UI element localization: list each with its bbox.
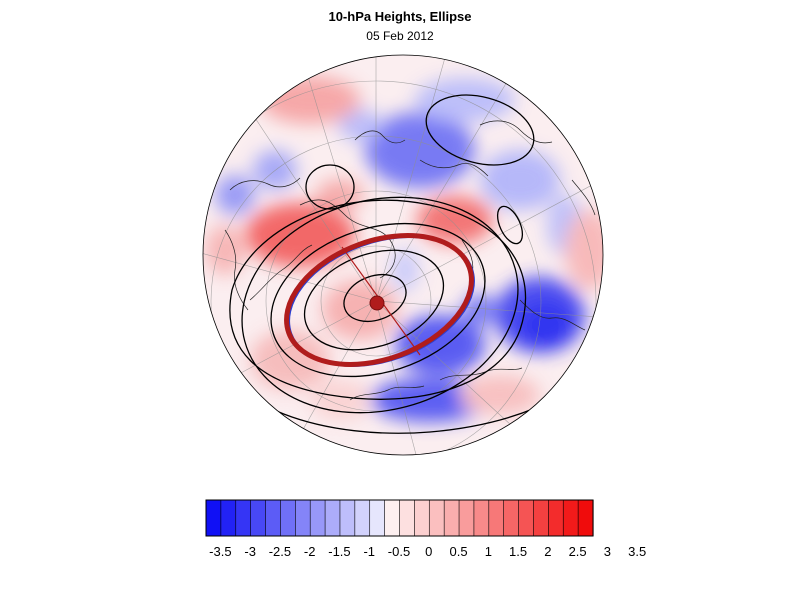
colorbar-swatch	[309, 499, 326, 537]
colorbar-swatch	[443, 499, 460, 537]
colorbar-swatch	[354, 499, 371, 537]
colorbar-tick-label: 1	[485, 544, 492, 559]
colorbar-swatch	[473, 499, 490, 537]
colorbar-tick-label: 3.5	[628, 544, 646, 559]
colorbar-tick-label: 2.5	[569, 544, 587, 559]
colorbar-swatch	[562, 499, 579, 537]
colorbar-swatch	[250, 499, 267, 537]
colorbar-tick-label: 0.5	[449, 544, 467, 559]
colorbar-swatch	[280, 499, 296, 537]
map-border	[202, 54, 604, 456]
colorbar-swatch	[428, 499, 445, 537]
colorbar-swatch	[488, 499, 505, 537]
colorbar-tick-label: -3	[244, 544, 256, 559]
colorbar-swatch	[220, 499, 237, 537]
colorbar-swatch	[324, 499, 341, 537]
colorbar-swatch	[369, 499, 386, 537]
colorbar-swatch	[265, 499, 282, 537]
chart-title: 10-hPa Heights, Ellipse	[328, 9, 472, 24]
colorbar-labels: -3.5 -3 -2.5 -2 -1.5 -1 -0.5 0 0.5 1 1.5 2 2.5 3 3.5	[209, 544, 646, 559]
colorbar-tick-label: -2	[304, 544, 316, 559]
colorbar-swatch	[205, 499, 222, 537]
colorbar-tick-label: -0.5	[388, 544, 410, 559]
colorbar-tick-label: -3.5	[209, 544, 231, 559]
colorbar-tick-label: -1	[363, 544, 375, 559]
colorbar-swatch	[518, 499, 535, 537]
colorbar-swatch	[384, 499, 401, 537]
colorbar-swatch	[399, 499, 415, 537]
colorbar-swatch	[295, 499, 311, 537]
colorbar-tick-label: -2.5	[269, 544, 291, 559]
colorbar-swatch	[503, 499, 520, 537]
vortex-ellipse	[284, 233, 475, 367]
colorbar-swatch	[458, 499, 475, 537]
colorbar-swatch	[339, 499, 356, 537]
colorbar-swatches	[205, 499, 594, 537]
colorbar-tick-label: 0	[425, 544, 432, 559]
colorbar-tick-label: -1.5	[328, 544, 350, 559]
colorbar-swatch	[533, 499, 549, 537]
colorbar-swatch	[577, 499, 594, 537]
colorbar-swatch	[235, 499, 252, 537]
colorbar-tick-label: 2	[544, 544, 551, 559]
chart-date: 05 Feb 2012	[366, 29, 434, 43]
colorbar-frame	[205, 499, 594, 537]
colorbar-tick-label: 1.5	[509, 544, 527, 559]
colorbar-tick-label: 3	[604, 544, 611, 559]
colorbar-swatch	[414, 499, 430, 537]
colorbar-swatch	[548, 499, 564, 537]
